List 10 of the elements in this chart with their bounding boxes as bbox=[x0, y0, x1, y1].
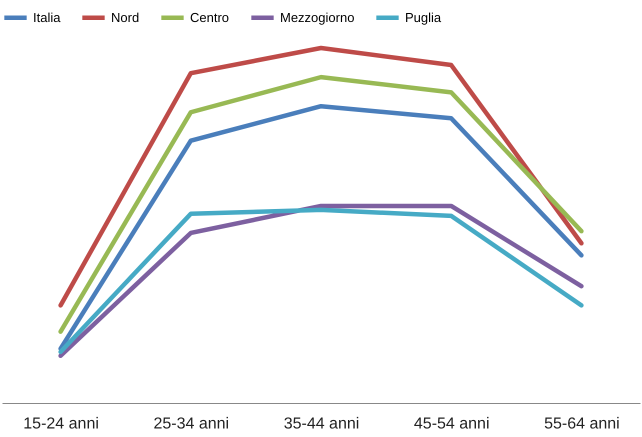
legend-label: Mezzogiorno bbox=[280, 10, 354, 25]
x-tick-label: 15-24 anni bbox=[23, 416, 99, 432]
legend-label: Centro bbox=[190, 10, 230, 25]
legend-label: Nord bbox=[111, 10, 140, 25]
legend-label: Puglia bbox=[405, 10, 442, 25]
x-tick-label: 35-44 anni bbox=[284, 416, 360, 432]
x-tick-label: 25-34 anni bbox=[153, 416, 230, 432]
x-tick-label: 55-64 anni bbox=[544, 416, 620, 432]
x-tick-label: 45-54 anni bbox=[414, 416, 490, 432]
legend-label: Italia bbox=[33, 10, 62, 25]
